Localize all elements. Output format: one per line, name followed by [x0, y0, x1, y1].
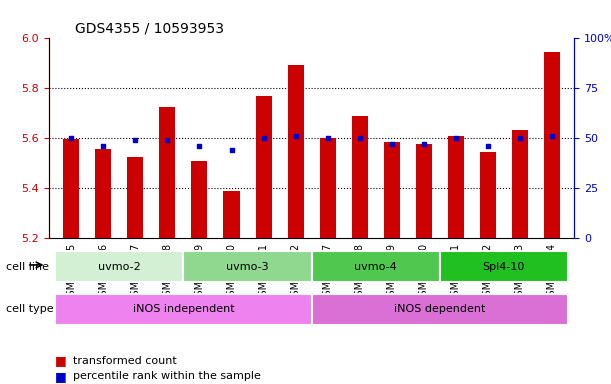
Bar [288, 65, 304, 238]
Bar [224, 191, 240, 238]
FancyBboxPatch shape [312, 252, 440, 283]
Bar [448, 136, 464, 238]
Point [291, 133, 301, 139]
Point [227, 147, 236, 153]
Bar [544, 52, 560, 238]
Text: GDS4355 / 10593953: GDS4355 / 10593953 [75, 22, 224, 36]
FancyBboxPatch shape [183, 252, 312, 283]
Bar [127, 157, 144, 238]
Text: transformed count: transformed count [73, 356, 177, 366]
Point [419, 141, 429, 147]
Bar [320, 138, 335, 238]
Text: iNOS dependent: iNOS dependent [394, 304, 486, 314]
Point [131, 137, 141, 143]
Bar [384, 142, 400, 238]
Text: cell line: cell line [6, 262, 49, 272]
Bar [512, 129, 528, 238]
Text: cell type: cell type [6, 304, 54, 314]
Point [98, 143, 108, 149]
Bar [191, 161, 208, 238]
Point [194, 143, 204, 149]
Point [67, 135, 76, 141]
Point [163, 137, 172, 143]
Point [483, 143, 492, 149]
Point [515, 135, 525, 141]
Text: uvmo-3: uvmo-3 [226, 262, 269, 272]
Bar [159, 107, 175, 238]
Text: uvmo-4: uvmo-4 [354, 262, 397, 272]
Point [387, 141, 397, 147]
Bar [415, 144, 432, 238]
Point [355, 135, 365, 141]
Bar [64, 139, 79, 238]
Text: Spl4-10: Spl4-10 [483, 262, 525, 272]
Bar [352, 116, 368, 238]
Point [451, 135, 461, 141]
FancyBboxPatch shape [312, 293, 568, 325]
Text: ■: ■ [55, 370, 67, 383]
FancyBboxPatch shape [55, 293, 312, 325]
Bar [95, 149, 111, 238]
FancyBboxPatch shape [55, 252, 183, 283]
Point [547, 133, 557, 139]
Bar [255, 96, 271, 238]
Text: percentile rank within the sample: percentile rank within the sample [73, 371, 261, 381]
Point [258, 135, 268, 141]
Text: ■: ■ [55, 354, 67, 367]
Text: uvmo-2: uvmo-2 [98, 262, 141, 272]
FancyBboxPatch shape [440, 252, 568, 283]
Text: iNOS independent: iNOS independent [133, 304, 234, 314]
Point [323, 135, 332, 141]
Bar [480, 152, 496, 238]
